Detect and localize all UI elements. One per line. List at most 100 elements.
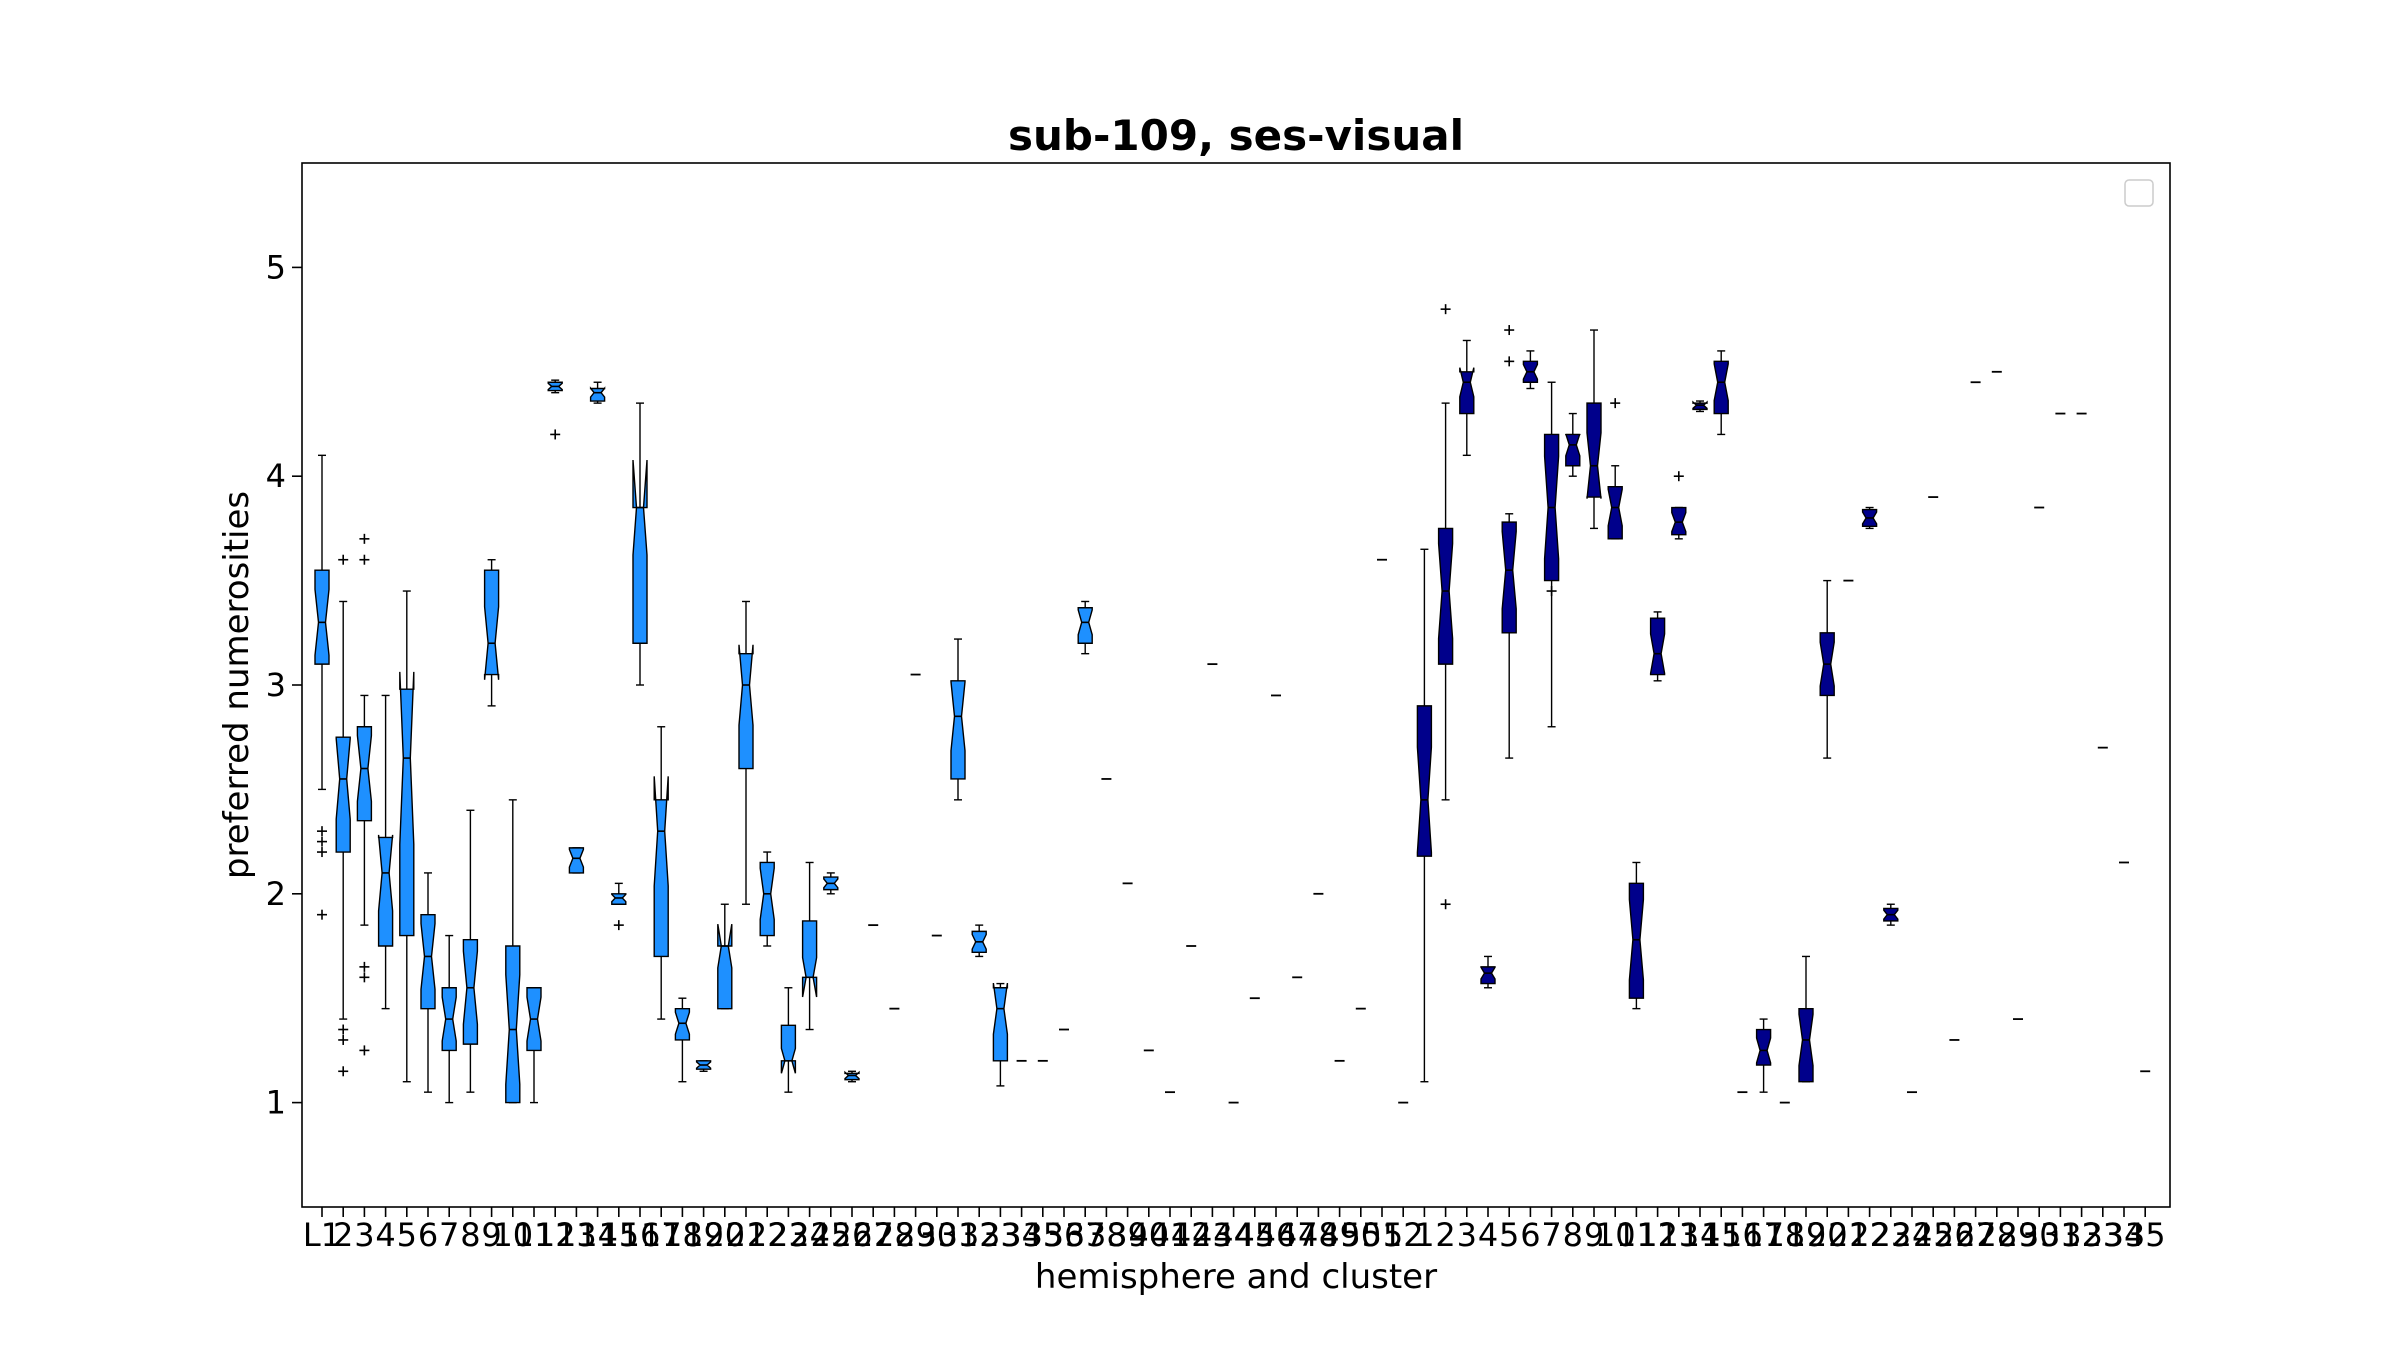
- box-body: [505, 945, 521, 1104]
- x-tick-label: 18: [1764, 1216, 1805, 1254]
- x-tick-label: 21: [1828, 1216, 1869, 1254]
- box-group: [971, 924, 987, 958]
- x-tick-label: 7: [1541, 1216, 1561, 1254]
- box-body: [1649, 617, 1666, 676]
- x-tick-label: 3: [1457, 1216, 1477, 1254]
- box-body: [1459, 367, 1475, 415]
- x-tick-label: 33: [2082, 1216, 2123, 1254]
- box-group: [1713, 350, 1729, 436]
- x-axis: L12 3 4 5 6 7 8 9101112131415161718192021222324…: [303, 1207, 2166, 1254]
- box-group: [462, 809, 479, 1093]
- box-group: [844, 1070, 860, 1083]
- box-group: [420, 872, 436, 1093]
- box-group: [1861, 506, 1878, 530]
- x-tick-label: 7: [439, 1216, 459, 1254]
- x-tick-label: 31: [938, 1216, 979, 1254]
- x-tick-label: 15: [598, 1216, 639, 1254]
- box-body: [1565, 433, 1581, 467]
- x-tick-label: 46: [1256, 1216, 1297, 1254]
- x-tick-label: 18: [662, 1216, 703, 1254]
- box-body: [992, 982, 1009, 1062]
- y-tick-label: 1: [266, 1084, 286, 1122]
- box-group: [356, 533, 373, 1056]
- x-tick-label: 17: [641, 1216, 682, 1254]
- box-body: [1607, 485, 1623, 540]
- x-tick-label: 22: [1849, 1216, 1890, 1254]
- x-tick-label: 32: [959, 1216, 1000, 1254]
- box-group: [335, 554, 351, 1077]
- x-tick-label: 9: [481, 1216, 501, 1254]
- x-tick-label: 16: [620, 1216, 661, 1254]
- box-body: [950, 680, 966, 780]
- box-group: [568, 847, 585, 874]
- x-tick-label: 4: [375, 1216, 395, 1254]
- legend-box: [2124, 179, 2154, 207]
- y-axis-label: preferred numerosities: [217, 491, 257, 879]
- box-group: [1628, 861, 1645, 1010]
- box-group: [653, 726, 669, 1020]
- x-tick-label: 48: [1298, 1216, 1339, 1254]
- x-tick-label: 26: [1934, 1216, 1975, 1254]
- box-body: [1077, 607, 1093, 644]
- box-group: [1437, 304, 1454, 910]
- x-tick-label: 2: [1435, 1216, 1455, 1254]
- box-group: [547, 379, 563, 440]
- x-tick-label: 43: [1192, 1216, 1233, 1254]
- x-tick-label: 3: [354, 1216, 374, 1254]
- box-body: [717, 923, 733, 1010]
- x-tick-label: 25: [810, 1216, 851, 1254]
- box-group: [1883, 903, 1899, 926]
- box-body: [568, 847, 585, 874]
- x-tick-label: 25: [1913, 1216, 1954, 1254]
- box-body: [462, 939, 479, 1045]
- box-body: [377, 834, 394, 947]
- box-group: [1755, 1018, 1772, 1093]
- x-tick-label: 41: [1150, 1216, 1191, 1254]
- x-tick-label: 14: [577, 1216, 618, 1254]
- x-tick-label: 15: [1701, 1216, 1742, 1254]
- box-body: [399, 671, 415, 937]
- box-group: [1565, 412, 1581, 477]
- box-group: [1649, 611, 1666, 682]
- x-tick-label: 12: [1637, 1216, 1678, 1254]
- x-tick-label: 36: [1044, 1216, 1085, 1254]
- x-tick-label: 5: [397, 1216, 417, 1254]
- box-group: [1671, 471, 1687, 540]
- x-tick-label: 12: [535, 1216, 576, 1254]
- x-axis-label: hemisphere and cluster: [1035, 1257, 1437, 1297]
- x-tick-label: 6: [418, 1216, 438, 1254]
- x-tick-label: 35: [2125, 1216, 2166, 1254]
- box-body: [483, 569, 500, 680]
- x-tick-label: 30: [916, 1216, 957, 1254]
- box-body: [314, 569, 330, 665]
- x-tick-label: 5: [1499, 1216, 1519, 1254]
- y-tick-label: 2: [266, 875, 286, 913]
- x-tick-label: 4: [1478, 1216, 1498, 1254]
- x-tick-label: 27: [853, 1216, 894, 1254]
- box-group: [674, 997, 691, 1083]
- x-tick-label: 23: [1870, 1216, 1911, 1254]
- y-tick-label: 5: [266, 248, 286, 286]
- box-body: [759, 861, 775, 937]
- x-tick-label: 26: [832, 1216, 873, 1254]
- box-group: [1819, 579, 1835, 759]
- box-body: [1437, 527, 1454, 665]
- x-tick-label: 29: [895, 1216, 936, 1254]
- x-tick-label: 13: [556, 1216, 597, 1254]
- box-body: [1586, 402, 1602, 499]
- y-axis: 1 2 3 4 5: [266, 248, 302, 1122]
- box-group: [695, 1060, 712, 1072]
- box-group: [738, 600, 754, 905]
- box-body: [1755, 1028, 1772, 1066]
- x-tick-label: 45: [1234, 1216, 1275, 1254]
- box-body: [1713, 360, 1729, 415]
- box-group: [717, 903, 733, 1010]
- x-tick-label: 8: [460, 1216, 480, 1254]
- box-body: [738, 644, 754, 770]
- x-tick-label: 34: [2104, 1216, 2145, 1254]
- y-tick-label: 4: [266, 457, 286, 495]
- x-tick-label: L1: [303, 1216, 341, 1254]
- box-body: [1798, 1007, 1814, 1083]
- box-group: [1543, 381, 1560, 728]
